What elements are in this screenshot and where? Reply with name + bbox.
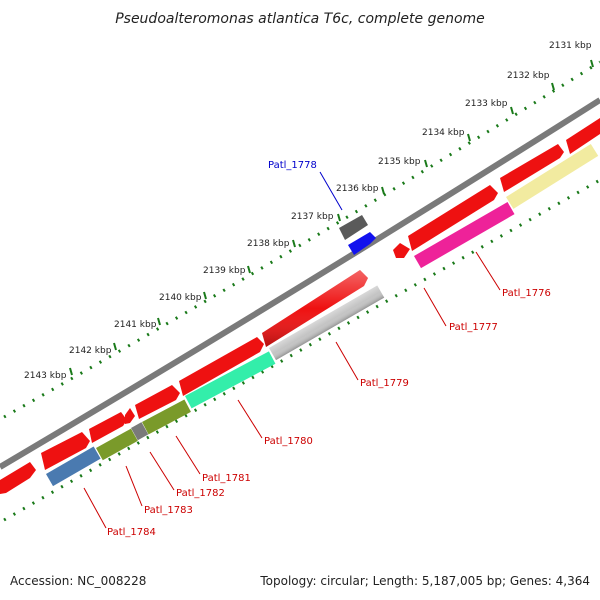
cds-arrow[interactable] — [0, 462, 36, 494]
cds-arrow[interactable] — [125, 408, 135, 424]
cds-arrow[interactable] — [393, 243, 410, 258]
callout-patl-1782 — [149, 451, 175, 491]
tick-mark — [203, 291, 207, 300]
cds-arrow[interactable] — [89, 412, 127, 443]
gene-block-patl-1784[interactable] — [46, 446, 101, 487]
gene-block-patl-1781[interactable] — [142, 399, 191, 435]
cds-arrow[interactable] — [500, 144, 564, 192]
gene-block-patl-1776[interactable] — [414, 202, 515, 269]
tick-label: 2131 kbp — [549, 41, 592, 51]
tick-mark — [113, 342, 117, 351]
gray-gene-arrow[interactable] — [339, 215, 368, 240]
tick-mark — [337, 213, 341, 222]
cds-arrow[interactable] — [179, 337, 264, 396]
label-patl-1783[interactable]: Patl_1783 — [144, 505, 193, 516]
callout-patl-1781 — [175, 435, 201, 475]
patl-1778-group — [339, 215, 376, 255]
gene-block-patl-1783[interactable] — [96, 428, 138, 461]
tick-mark — [510, 106, 514, 115]
label-patl-1778[interactable]: Patl_1778 — [268, 160, 317, 171]
genome-summary-text: Topology: circular; Length: 5,187,005 bp… — [260, 574, 590, 588]
tick-mark — [590, 59, 594, 68]
tick-mark — [69, 367, 73, 376]
outer-tick-ring — [3, 60, 600, 419]
tick-label: 2137 kbp — [291, 212, 334, 222]
tick-labels: 2131 kbp 2132 kbp 2133 kbp 2134 kbp 2135 kbp… — [24, 41, 592, 381]
gene-features — [46, 144, 599, 487]
label-patl-1781[interactable]: Patl_1781 — [202, 473, 251, 484]
callout-lines — [83, 171, 501, 529]
callout-patl-1780 — [237, 399, 263, 439]
forward-strand-cds — [0, 118, 600, 494]
cds-shade — [262, 270, 368, 347]
label-patl-1782[interactable]: Patl_1782 — [176, 488, 225, 499]
tick-mark — [467, 133, 471, 142]
tick-label: 2136 kbp — [336, 184, 379, 194]
tick-label: 2139 kbp — [203, 266, 246, 276]
tick-mark — [381, 186, 385, 195]
label-patl-1780[interactable]: Patl_1780 — [264, 436, 313, 447]
callout-patl-1776 — [475, 251, 501, 291]
tick-mark — [292, 239, 296, 248]
tick-label: 2138 kbp — [247, 239, 290, 249]
gene-block-patl-1782[interactable] — [131, 422, 149, 441]
tick-label: 2140 kbp — [159, 293, 202, 303]
tick-label: 2135 kbp — [378, 157, 421, 167]
gene-block-patl-1775[interactable] — [506, 144, 599, 209]
tick-label: 2142 kbp — [69, 346, 112, 356]
gene-block-patl-1780[interactable] — [185, 351, 276, 409]
tick-label: 2143 kbp — [24, 371, 67, 381]
label-patl-1777[interactable]: Patl_1777 — [449, 322, 498, 333]
genome-backbone — [0, 97, 600, 470]
tick-mark — [551, 82, 555, 91]
tick-label: 2141 kbp — [114, 320, 157, 330]
cds-arrow[interactable] — [135, 385, 180, 419]
gene-strip-shade — [269, 285, 385, 361]
map-title: Pseudoalteromonas atlantica T6c, complet… — [115, 11, 485, 27]
accession-text: Accession: NC_008228 — [10, 574, 147, 588]
tick-mark — [247, 265, 251, 274]
callout-patl-1784 — [83, 487, 107, 529]
cds-arrow[interactable] — [566, 118, 600, 154]
tick-marks — [69, 59, 594, 376]
callout-patl-1779 — [335, 341, 359, 381]
callout-patl-1777 — [423, 287, 447, 327]
tick-mark — [424, 159, 428, 168]
label-patl-1784[interactable]: Patl_1784 — [107, 527, 156, 538]
callout-patl-1783 — [125, 465, 143, 507]
gene-labels: Patl_1778 Patl_1776 Patl_1777 Patl_1779 … — [107, 160, 551, 538]
tick-label: 2133 kbp — [465, 99, 508, 109]
inner-tick-ring — [3, 178, 600, 522]
label-patl-1776[interactable]: Patl_1776 — [502, 288, 551, 299]
tick-mark — [157, 317, 161, 326]
callout-patl-1778 — [319, 171, 343, 211]
gene-block-patl-1778[interactable] — [348, 232, 376, 255]
cds-arrow[interactable] — [41, 432, 90, 470]
tick-label: 2134 kbp — [422, 128, 465, 138]
tick-label: 2132 kbp — [507, 71, 550, 81]
cds-arrow[interactable] — [408, 185, 498, 251]
label-patl-1779[interactable]: Patl_1779 — [360, 378, 409, 389]
